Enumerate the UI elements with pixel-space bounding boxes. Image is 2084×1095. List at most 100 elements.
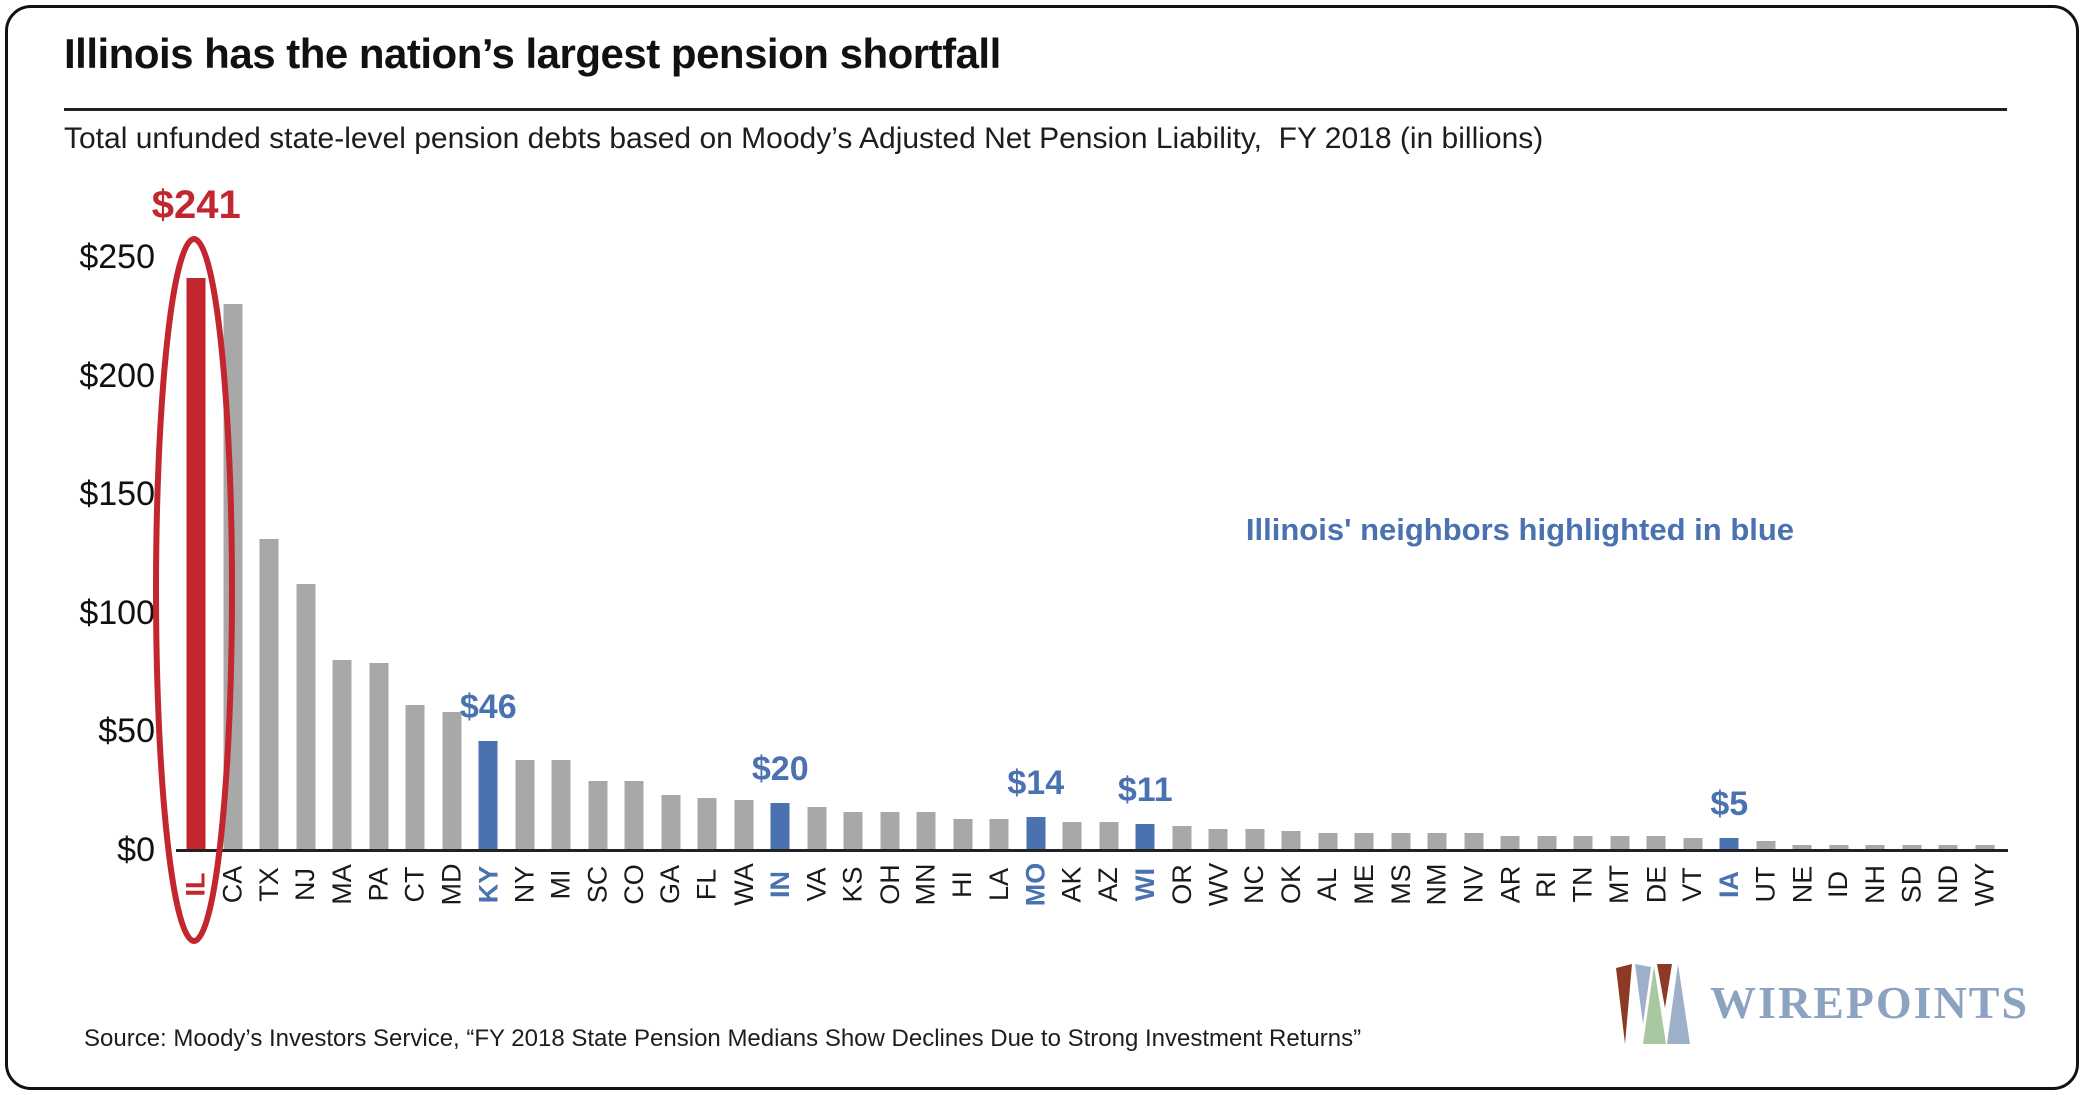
bar-column-fl: FL — [689, 250, 726, 900]
x-axis-label-vt: VT — [1677, 866, 1708, 902]
bar-column-sc: SC — [580, 250, 617, 903]
bar-column-me: ME — [1346, 250, 1383, 904]
x-axis-label-wrap: KY — [470, 862, 507, 906]
bar-column-nv: NV — [1456, 250, 1493, 903]
bar-column-al: AL — [1310, 250, 1347, 901]
x-axis-label-wrap: NJ — [288, 862, 325, 906]
x-axis-label-id: ID — [1823, 870, 1854, 898]
x-axis-label-wrap: WY — [1967, 862, 2004, 906]
bar-column-wy: WY — [1967, 250, 2004, 906]
bar-column-az: AZ — [1091, 250, 1128, 901]
title-underline — [64, 108, 2007, 111]
bar-column-oh: OH — [872, 250, 909, 904]
x-axis-label-ma: MA — [326, 863, 357, 905]
x-axis-label-wy: WY — [1969, 862, 2000, 906]
bar-column-ga: GA — [653, 250, 690, 904]
bar-nm — [1427, 833, 1447, 850]
x-axis-label-ut: UT — [1750, 866, 1781, 902]
x-axis-label-wrap: OH — [872, 862, 909, 906]
bar-column-ia: $5 IA — [1710, 250, 1748, 897]
bar-column-mo: $14 MO — [1007, 250, 1064, 906]
bar-nd — [1938, 845, 1958, 850]
x-axis-label-wrap: CT — [397, 862, 434, 906]
x-axis-label-wrap: PA — [361, 862, 398, 906]
bar-column-wa: WA — [726, 250, 763, 905]
bar-column-ak: AK — [1054, 250, 1091, 902]
bar-column-pa: PA — [361, 250, 398, 901]
x-axis-label-wrap: MA — [324, 862, 361, 906]
x-axis-label-sd: SD — [1896, 865, 1927, 903]
bar-tn — [1573, 835, 1593, 850]
bar-md — [442, 712, 462, 850]
bar-ca — [223, 304, 243, 850]
x-axis-label-me: ME — [1348, 863, 1379, 905]
bar-ri — [1537, 835, 1557, 850]
x-axis-label-wrap: IA — [1711, 862, 1748, 906]
neighbors-annotation: Illinois' neighbors highlighted in blue — [1245, 512, 1795, 547]
x-axis-label-mn: MN — [910, 863, 941, 905]
x-axis-label-ga: GA — [655, 864, 686, 904]
bar-co — [624, 781, 644, 850]
x-axis-label-wrap: GA — [653, 862, 690, 906]
x-axis-label-wrap: RI — [1529, 862, 1566, 906]
bar-oh — [880, 812, 900, 850]
bar-nc — [1245, 828, 1265, 850]
source-note: Source: Moody’s Investors Service, “FY 2… — [84, 1025, 1362, 1052]
y-tick-label: $200 — [79, 356, 155, 395]
x-axis-label-nc: NC — [1239, 864, 1270, 904]
x-axis-label-de: DE — [1640, 865, 1671, 903]
bar-pa — [369, 662, 389, 850]
bar-ma — [332, 660, 352, 850]
x-axis-label-wrap: CA — [215, 862, 252, 906]
bar-ar — [1500, 835, 1520, 850]
x-axis-label-nj: NJ — [290, 867, 321, 901]
x-axis-label-co: CO — [618, 863, 649, 905]
x-axis-label-sc: SC — [582, 865, 613, 903]
x-axis-label-la: LA — [983, 867, 1014, 901]
bar-me — [1354, 833, 1374, 850]
bar-ok — [1281, 831, 1301, 850]
x-axis-label-mo: MO — [1020, 862, 1051, 906]
bar-or — [1172, 826, 1192, 850]
bar-column-ky: $46 KY — [460, 250, 517, 903]
bar-ut — [1756, 840, 1776, 850]
bar-wy — [1975, 845, 1995, 850]
x-axis-label-ri: RI — [1531, 870, 1562, 898]
x-axis-label-wrap: VA — [799, 862, 836, 906]
chart-border — [5, 5, 2079, 1090]
x-axis-label-wrap: SD — [1894, 862, 1931, 906]
x-axis-label-wrap: NV — [1456, 862, 1493, 906]
value-label-ky: $46 — [459, 687, 517, 726]
x-axis-label-wrap: NC — [1237, 862, 1274, 906]
x-axis-label-wrap: NE — [1784, 862, 1821, 906]
bar-column-ms: MS — [1383, 250, 1420, 904]
x-axis-label-nm: NM — [1421, 863, 1452, 905]
x-axis-label-pa: PA — [363, 866, 394, 902]
bar-column-hi: HI — [945, 250, 982, 898]
bar-ia — [1719, 838, 1739, 850]
bar-la — [989, 819, 1009, 850]
x-axis-label-wv: WV — [1202, 862, 1233, 906]
bar-il — [186, 278, 206, 850]
bar-ms — [1391, 833, 1411, 850]
x-axis-label-ar: AR — [1494, 865, 1525, 903]
bar-column-md: MD — [434, 250, 471, 905]
bar-ky — [478, 740, 498, 850]
value-label-wi: $11 — [1117, 770, 1173, 809]
x-axis-label-tn: TN — [1567, 866, 1598, 902]
bar-column-ut: UT — [1748, 250, 1785, 902]
x-axis-label-ok: OK — [1275, 864, 1306, 904]
bar-column-ma: MA — [324, 250, 361, 904]
y-tick-label: $0 — [117, 831, 155, 869]
bar-column-in: $20 IN — [752, 250, 809, 898]
bar-column-wi: $11 WI — [1118, 250, 1173, 901]
x-axis-label-nh: NH — [1859, 864, 1890, 904]
wirepoints-logo: WIREPOINTS — [1614, 962, 2027, 1052]
x-axis-label-nv: NV — [1458, 865, 1489, 903]
bar-column-nh: NH — [1857, 250, 1894, 904]
bar-column-id: ID — [1821, 250, 1858, 898]
x-axis-label-ca: CA — [217, 865, 248, 903]
bar-column-mi: MI — [543, 250, 580, 899]
x-axis-label-wrap: ID — [1821, 862, 1858, 906]
